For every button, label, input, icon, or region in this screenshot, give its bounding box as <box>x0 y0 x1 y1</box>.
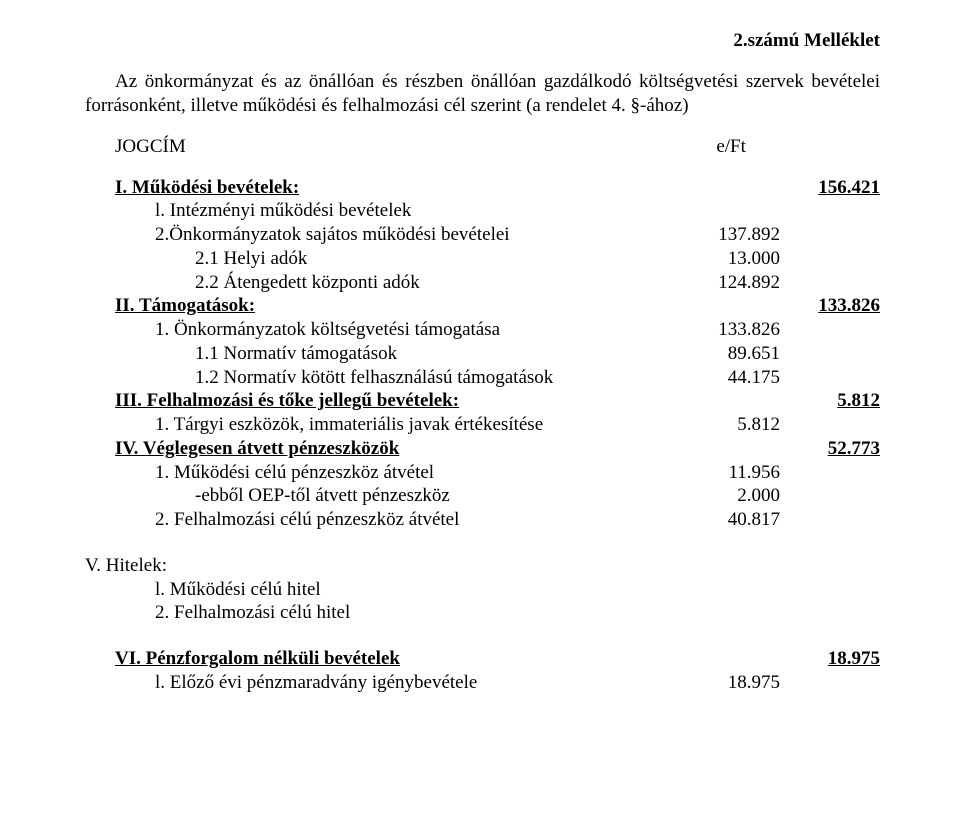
row-I-l: l. Intézményi működési bevételek <box>85 199 880 223</box>
row-V-l-label: l. Működési célú hitel <box>155 578 321 602</box>
section-VI-label: VI. Pénzforgalom nélküli bevételek <box>115 647 400 671</box>
jogcim-unit: e/Ft <box>672 136 791 158</box>
row-I-22-val: 124.892 <box>690 271 780 295</box>
row-IV-1a-label: -ebből OEP-től átvett pénzeszköz <box>195 484 450 508</box>
row-I-21-val: 13.000 <box>690 247 780 271</box>
jogcim-row: JOGCÍM e/Ft <box>85 136 880 158</box>
row-IV-1-val: 11.956 <box>690 461 780 485</box>
row-II-11: 1.1 Normatív támogatások 89.651 <box>85 342 880 366</box>
row-I-22-label: 2.2 Átengedett központi adók <box>195 271 420 295</box>
row-I-21: 2.1 Helyi adók 13.000 <box>85 247 880 271</box>
section-III-val: 5.812 <box>780 389 880 413</box>
section-VI: VI. Pénzforgalom nélküli bevételek 18.97… <box>85 647 880 671</box>
budget-list: I. Működési bevételek: 156.421 l. Intézm… <box>85 176 880 695</box>
row-II-1: 1. Önkormányzatok költségvetési támogatá… <box>85 318 880 342</box>
section-VI-val: 18.975 <box>780 647 880 671</box>
row-III-1-label: 1. Tárgyi eszközök, immateriális javak é… <box>155 413 543 437</box>
row-VI-l-val: 18.975 <box>690 671 780 695</box>
row-I-2: 2.Önkormányzatok sajátos működési bevéte… <box>85 223 880 247</box>
section-III: III. Felhalmozási és tőke jellegű bevéte… <box>85 389 880 413</box>
row-IV-1a: -ebből OEP-től átvett pénzeszköz 2.000 <box>85 484 880 508</box>
row-II-12-val: 44.175 <box>690 366 780 390</box>
section-II-val: 133.826 <box>780 294 880 318</box>
section-IV: IV. Véglegesen átvett pénzeszközök 52.77… <box>85 437 880 461</box>
section-V: V. Hitelek: <box>85 554 880 578</box>
row-IV-2: 2. Felhalmozási célú pénzeszköz átvétel … <box>85 508 880 532</box>
row-IV-2-label: 2. Felhalmozási célú pénzeszköz átvétel <box>155 508 459 532</box>
row-II-11-val: 89.651 <box>690 342 780 366</box>
row-V-2-label: 2. Felhalmozási célú hitel <box>155 601 350 625</box>
section-III-label: III. Felhalmozási és tőke jellegű bevéte… <box>115 389 459 413</box>
row-IV-2-val: 40.817 <box>690 508 780 532</box>
row-V-2: 2. Felhalmozási célú hitel <box>85 601 880 625</box>
section-IV-label: IV. Véglegesen átvett pénzeszközök <box>115 437 399 461</box>
row-I-2-label: 2.Önkormányzatok sajátos működési bevéte… <box>155 223 510 247</box>
row-IV-1-label: 1. Működési célú pénzeszköz átvétel <box>155 461 434 485</box>
row-I-2-val: 137.892 <box>690 223 780 247</box>
section-IV-val: 52.773 <box>780 437 880 461</box>
row-I-l-label: l. Intézményi működési bevételek <box>155 199 411 223</box>
row-VI-l: l. Előző évi pénzmaradvány igénybevétele… <box>85 671 880 695</box>
row-II-1-val: 133.826 <box>690 318 780 342</box>
row-II-11-label: 1.1 Normatív támogatások <box>195 342 397 366</box>
row-III-1: 1. Tárgyi eszközök, immateriális javak é… <box>85 413 880 437</box>
row-II-1-label: 1. Önkormányzatok költségvetési támogatá… <box>155 318 500 342</box>
jogcim-label: JOGCÍM <box>85 136 672 158</box>
section-II: II. Támogatások: 133.826 <box>85 294 880 318</box>
row-II-12: 1.2 Normatív kötött felhasználású támoga… <box>85 366 880 390</box>
intro-text: Az önkormányzat és az önállóan és részbe… <box>85 70 880 118</box>
row-III-1-val: 5.812 <box>690 413 780 437</box>
section-I: I. Működési bevételek: 156.421 <box>85 176 880 200</box>
section-I-val: 156.421 <box>780 176 880 200</box>
section-I-label: I. Működési bevételek: <box>115 176 299 200</box>
row-VI-l-label: l. Előző évi pénzmaradvány igénybevétele <box>155 671 477 695</box>
row-II-12-label: 1.2 Normatív kötött felhasználású támoga… <box>195 366 553 390</box>
section-V-label: V. Hitelek: <box>85 554 167 578</box>
row-I-22: 2.2 Átengedett központi adók 124.892 <box>85 271 880 295</box>
row-V-l: l. Működési célú hitel <box>85 578 880 602</box>
row-IV-1a-val: 2.000 <box>690 484 780 508</box>
section-II-label: II. Támogatások: <box>115 294 255 318</box>
appendix-title: 2.számú Melléklet <box>85 30 880 52</box>
row-IV-1: 1. Működési célú pénzeszköz átvétel 11.9… <box>85 461 880 485</box>
row-I-21-label: 2.1 Helyi adók <box>195 247 307 271</box>
